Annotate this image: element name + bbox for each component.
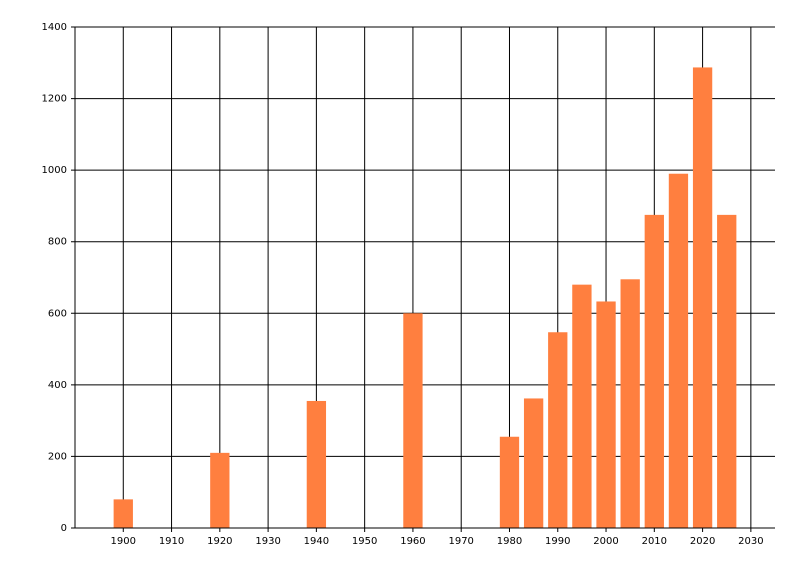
x-tick-label: 2010 — [642, 536, 667, 547]
x-tick-label: 1940 — [304, 536, 329, 547]
bar — [692, 67, 713, 528]
bar — [668, 173, 689, 528]
x-tick-label: 2030 — [738, 536, 763, 547]
bar — [523, 398, 544, 528]
x-tick-label: 1960 — [400, 536, 425, 547]
x-tick-label: 1930 — [255, 536, 280, 547]
y-tick-label: 0 — [61, 523, 67, 534]
x-tick-label: 1970 — [448, 536, 473, 547]
y-tick-label: 1000 — [42, 165, 67, 176]
bar — [210, 452, 230, 528]
bar — [403, 313, 423, 528]
y-tick-label: 600 — [48, 308, 67, 319]
y-tick-label: 200 — [48, 451, 67, 462]
x-tick-label: 1920 — [207, 536, 232, 547]
bar — [548, 332, 568, 528]
bar — [717, 214, 737, 528]
x-tick-label: 1990 — [545, 536, 570, 547]
x-tick-label: 1910 — [159, 536, 184, 547]
y-tick-label: 400 — [48, 380, 67, 391]
x-tick-label: 1980 — [497, 536, 522, 547]
y-tick-label: 800 — [48, 237, 67, 248]
bar — [306, 400, 327, 528]
x-tick-label: 1900 — [111, 536, 136, 547]
bar — [596, 301, 616, 528]
bar — [644, 214, 664, 528]
x-tick-label: 2020 — [690, 536, 715, 547]
bar — [499, 436, 520, 528]
x-tick-label: 1950 — [352, 536, 377, 547]
bar — [572, 284, 592, 528]
bar — [113, 499, 133, 528]
y-tick-label: 1200 — [42, 94, 67, 105]
bar — [620, 279, 640, 528]
y-tick-label: 1400 — [42, 22, 67, 33]
x-tick-label: 2000 — [593, 536, 618, 547]
